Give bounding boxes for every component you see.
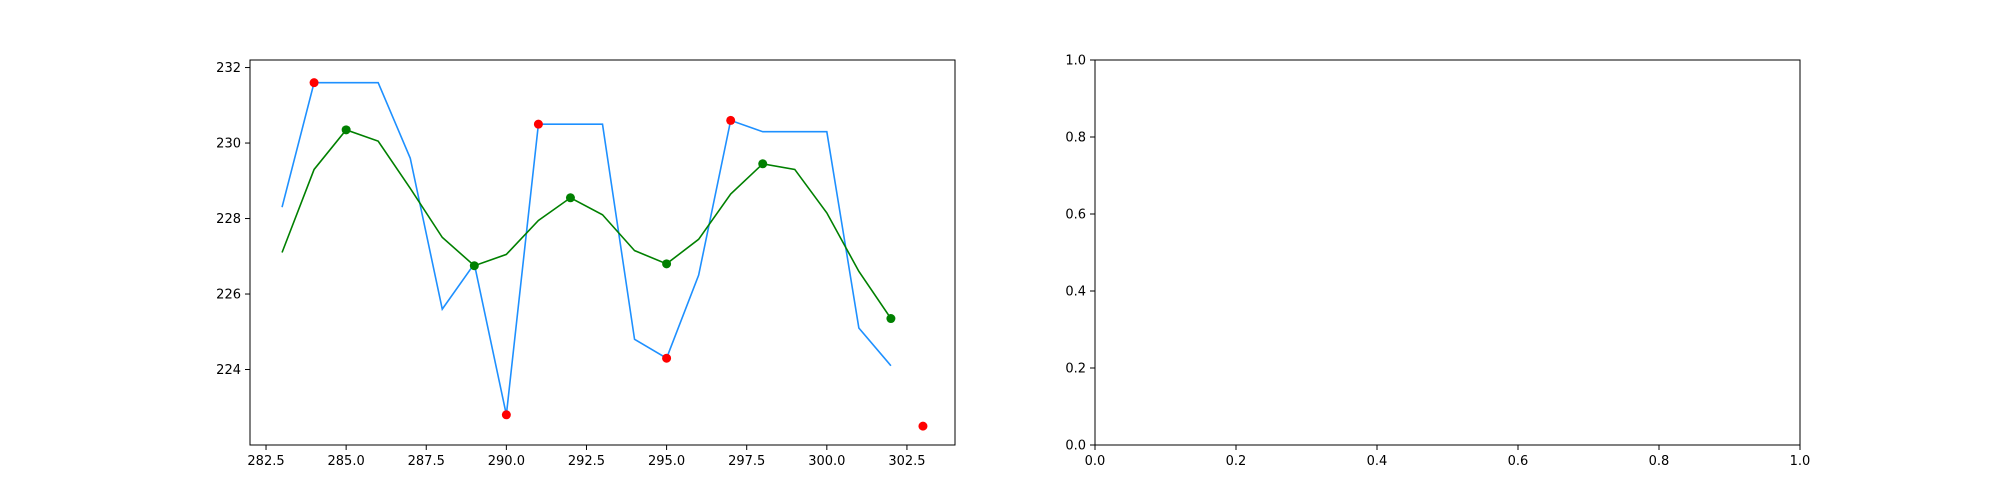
data-point bbox=[886, 314, 896, 324]
data-point bbox=[501, 410, 511, 420]
left-chart: 282.5 285.0 287.5 290.0 292.5 295.0 297.5 300.0… bbox=[216, 59, 956, 469]
series-line-1 bbox=[281, 128, 892, 319]
x-tick-label: 287.5 bbox=[408, 454, 445, 469]
x-tick-label: 282.5 bbox=[247, 454, 284, 469]
y-tick-label: 0.8 bbox=[1065, 131, 1086, 146]
y-tick-label: 230 bbox=[216, 137, 241, 152]
y-tick-label: 0.6 bbox=[1065, 208, 1086, 223]
x-tick-label: 0.6 bbox=[1508, 454, 1529, 469]
plot-frame bbox=[1094, 59, 1801, 446]
x-tick-label: 302.5 bbox=[888, 454, 925, 469]
data-point bbox=[726, 115, 736, 125]
data-point bbox=[341, 125, 351, 135]
x-tick-label: 297.5 bbox=[728, 454, 765, 469]
data-point bbox=[758, 159, 768, 169]
y-tick-label: 224 bbox=[216, 363, 241, 378]
plot-frame bbox=[249, 59, 956, 446]
data-point bbox=[469, 261, 479, 271]
x-tick-label: 290.0 bbox=[488, 454, 525, 469]
data-point bbox=[662, 259, 672, 269]
y-tick-label: 0.0 bbox=[1065, 439, 1086, 454]
x-tick-label: 0.0 bbox=[1085, 454, 1106, 469]
x-tick-label: 0.2 bbox=[1226, 454, 1247, 469]
data-point bbox=[309, 78, 319, 88]
x-tick-label: 0.8 bbox=[1649, 454, 1670, 469]
x-tick-label: 1.0 bbox=[1790, 454, 1811, 469]
y-tick-label: 228 bbox=[216, 212, 241, 227]
x-tick-label: 0.4 bbox=[1367, 454, 1388, 469]
data-point bbox=[533, 119, 543, 129]
y-tick-label: 226 bbox=[216, 288, 241, 303]
x-tick-label: 292.5 bbox=[568, 454, 605, 469]
x-tick-label: 295.0 bbox=[648, 454, 685, 469]
data-point bbox=[662, 353, 672, 363]
y-tick-label: 0.4 bbox=[1065, 285, 1086, 300]
y-tick-label: 0.2 bbox=[1065, 362, 1086, 377]
y-tick-label: 232 bbox=[216, 61, 241, 76]
series-line-0 bbox=[281, 81, 892, 415]
x-tick-label: 300.0 bbox=[808, 454, 845, 469]
right-chart: 0.0 0.2 0.4 0.6 0.8 1.0 0.0 0.2 0.4 0.6 0.8 1.0 bbox=[1065, 54, 1810, 470]
x-tick-label: 285.0 bbox=[328, 454, 365, 469]
y-tick-label: 1.0 bbox=[1065, 54, 1086, 69]
data-point bbox=[565, 193, 575, 203]
data-point bbox=[918, 421, 928, 431]
